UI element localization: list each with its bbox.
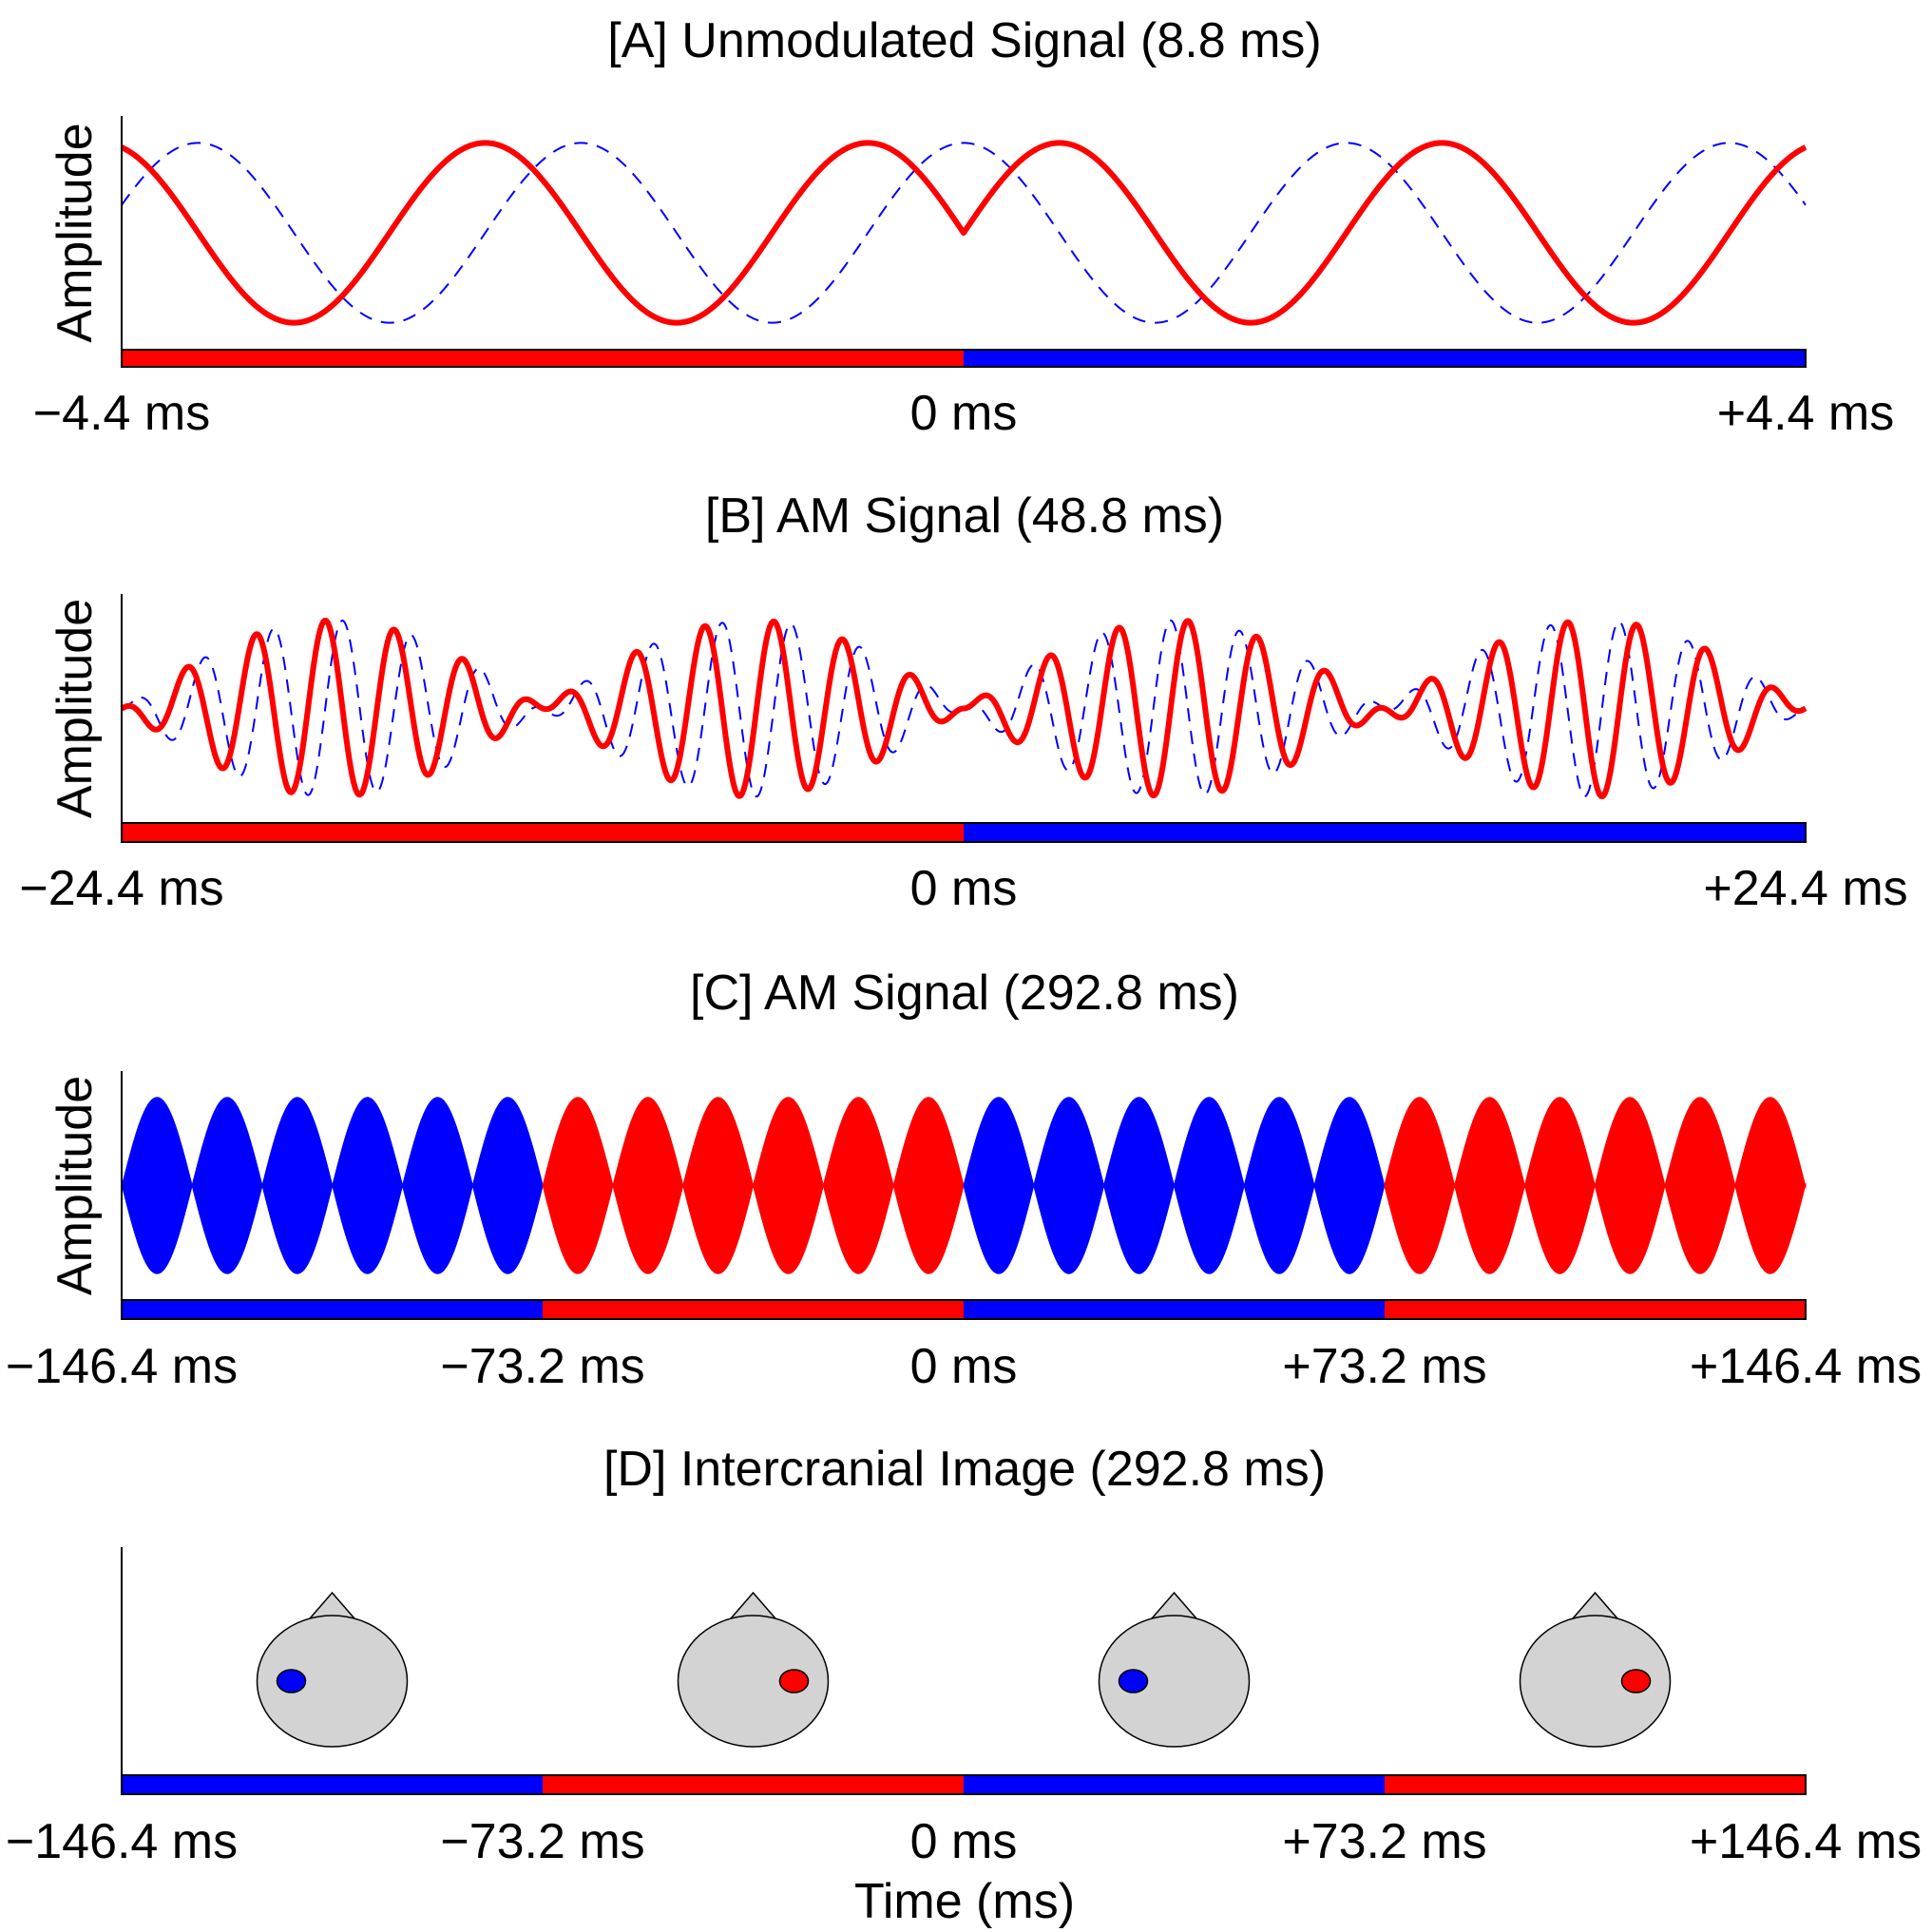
- time-bar-segment: [122, 1775, 543, 1794]
- time-bar-segment: [122, 350, 964, 367]
- x-tick-label: 0 ms: [910, 1814, 1018, 1869]
- sound-image-dot: [1620, 1669, 1652, 1693]
- time-bar-segment: [122, 1300, 543, 1319]
- head-icon: [677, 1591, 830, 1748]
- x-tick-label: −146.4 ms: [6, 1814, 238, 1869]
- x-tick-label: −146.4 ms: [6, 1339, 238, 1394]
- panel-b: [B] AM Signal (48.8 ms) Amplitude −24.4 ms…: [19, 488, 1907, 916]
- panel-title: [A] Unmodulated Signal (8.8 ms): [607, 13, 1321, 68]
- x-tick-label: +24.4 ms: [1703, 861, 1907, 916]
- time-bar-frame: [121, 349, 1807, 368]
- time-bar-frame: [121, 1299, 1807, 1320]
- series-solid-line: [119, 617, 1808, 800]
- envelope-segment: [121, 1097, 544, 1274]
- time-bar-segment: [1385, 1300, 1806, 1319]
- y-axis-label: Amplitude: [48, 599, 103, 818]
- head-outline: [1098, 1615, 1251, 1748]
- x-tick-label: +73.2 ms: [1282, 1814, 1486, 1869]
- panel-title: [D] Intercranial Image (292.8 ms): [603, 1442, 1326, 1497]
- time-bar-segment: [543, 1300, 964, 1319]
- x-tick-label: 0 ms: [910, 861, 1018, 916]
- x-axis-label: Time (ms): [854, 1874, 1075, 1929]
- sound-image-dot: [778, 1669, 810, 1693]
- y-axis-label: Amplitude: [48, 1076, 103, 1295]
- series-solid-line: [119, 140, 1808, 326]
- series-dashed-line: [121, 142, 1807, 324]
- x-tick-label: −4.4 ms: [33, 386, 210, 441]
- x-tick-label: −73.2 ms: [440, 1339, 644, 1394]
- head-outline: [256, 1615, 409, 1748]
- x-tick-label: +146.4 ms: [1690, 1339, 1922, 1394]
- head-icon: [1098, 1591, 1251, 1748]
- envelope-segment: [1384, 1097, 1807, 1274]
- x-tick-label: +4.4 ms: [1717, 386, 1894, 441]
- panel-a: [A] Unmodulated Signal (8.8 ms) Amplitude…: [33, 13, 1894, 441]
- time-bar-segment: [964, 1300, 1385, 1319]
- time-bar-frame: [121, 1774, 1807, 1795]
- y-axis-label: Amplitude: [48, 123, 103, 342]
- x-tick-label: +146.4 ms: [1690, 1814, 1922, 1869]
- panel-title: [C] AM Signal (292.8 ms): [690, 966, 1239, 1021]
- x-tick-label: 0 ms: [910, 1339, 1018, 1394]
- sound-image-dot: [1118, 1669, 1149, 1693]
- time-bar-segment: [122, 823, 964, 842]
- envelope-segment: [542, 1097, 965, 1274]
- head-icon: [1519, 1591, 1672, 1748]
- x-tick-label: −24.4 ms: [19, 861, 223, 916]
- time-bar-segment: [1385, 1775, 1806, 1794]
- x-tick-label: 0 ms: [910, 386, 1018, 441]
- time-bar-segment: [964, 1775, 1385, 1794]
- head-outline: [1519, 1615, 1672, 1748]
- envelope-segment: [963, 1097, 1386, 1274]
- time-bar-segment: [964, 350, 1806, 367]
- time-bar-segment: [964, 823, 1806, 842]
- panel-c: [C] AM Signal (292.8 ms) Amplitude −146.4 …: [6, 966, 1922, 1394]
- x-tick-label: +73.2 ms: [1282, 1339, 1486, 1394]
- head-icon: [256, 1591, 409, 1748]
- sound-image-dot: [276, 1669, 307, 1693]
- time-bar-frame: [121, 822, 1807, 843]
- panel-d: [D] Intercranial Image (292.8 ms) −146.4 …: [6, 1442, 1922, 1869]
- panel-title: [B] AM Signal (48.8 ms): [705, 488, 1224, 544]
- time-bar-segment: [543, 1775, 964, 1794]
- head-outline: [677, 1615, 830, 1748]
- x-tick-label: −73.2 ms: [440, 1814, 644, 1869]
